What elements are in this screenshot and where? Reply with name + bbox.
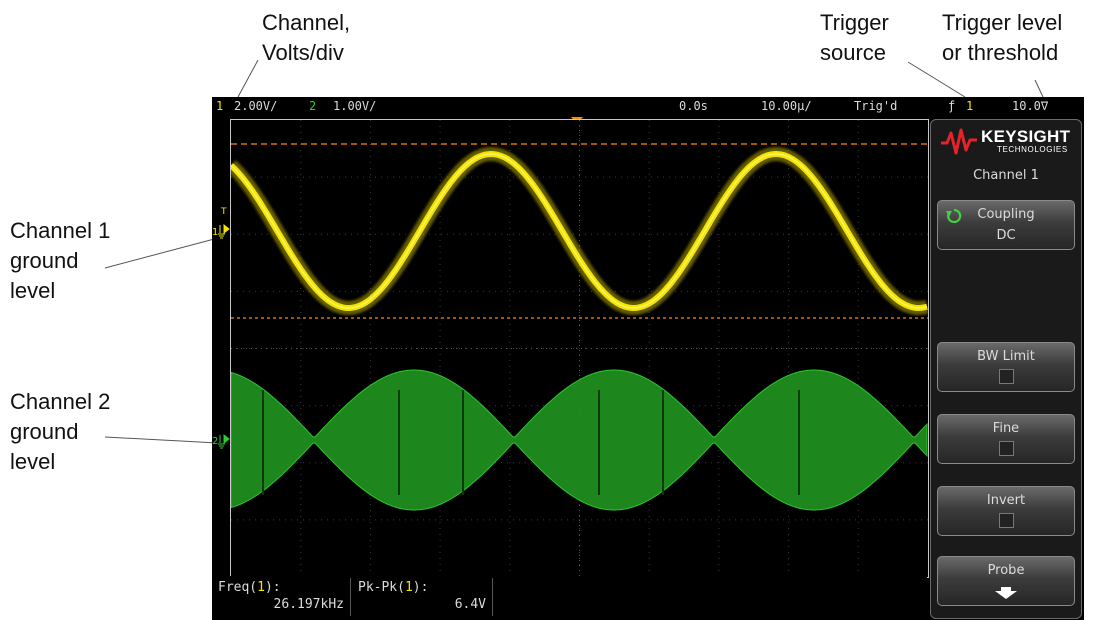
- time-delay[interactable]: 0.0s: [679, 99, 708, 113]
- fine-button[interactable]: Fine: [937, 414, 1075, 464]
- bw-limit-button[interactable]: BW Limit: [937, 342, 1075, 392]
- ch1-waveform-core: [231, 153, 928, 309]
- probe-button[interactable]: Probe: [937, 556, 1075, 606]
- coupling-value: DC: [996, 228, 1016, 243]
- callout-ch1-ground: Channel 1 ground level: [10, 218, 111, 303]
- ch1-scale[interactable]: 2.00V/: [234, 99, 278, 113]
- ch1-trigger-label: T: [220, 207, 227, 217]
- ch1-ground-label: 1: [212, 227, 218, 238]
- oscilloscope-screen: 1 2.00V/ 2 1.00V/ 0.0s 10.00µ/ Trig'd ƒ …: [212, 97, 1084, 620]
- coupling-label: Coupling: [977, 207, 1035, 222]
- ch1-number[interactable]: 1: [216, 99, 224, 113]
- time-base[interactable]: 10.00µ/: [761, 99, 812, 113]
- trigger-state: Trig'd: [854, 99, 898, 113]
- status-bar: 1 2.00V/ 2 1.00V/ 0.0s 10.00µ/ Trig'd ƒ …: [212, 97, 1084, 116]
- ch2-ground-icon: [218, 433, 230, 449]
- keysight-logo: KEYSIGHT TECHNOLOGIES: [939, 126, 1079, 160]
- probe-label: Probe: [987, 563, 1025, 578]
- graticule-svg: [231, 120, 928, 577]
- panel-title: Channel 1: [973, 168, 1039, 183]
- callout-trigger-source: Trigger source: [820, 10, 889, 65]
- ground-markers: T 1 2: [212, 207, 230, 449]
- bw-limit-checkbox: [999, 369, 1014, 384]
- softkey-panel: KEYSIGHT TECHNOLOGIES Channel 1 Coupling…: [930, 119, 1082, 619]
- fine-checkbox: [999, 441, 1014, 456]
- trigger-source[interactable]: 1: [966, 99, 974, 113]
- measurement-freq[interactable]: Freq(1): 26.197kHz: [212, 578, 351, 616]
- callout-trigger-level: Trigger level or threshold: [942, 10, 1063, 65]
- bw-limit-label: BW Limit: [977, 349, 1035, 364]
- ch2-ground-label: 2: [212, 436, 218, 447]
- ch2-spikes: [262, 390, 800, 495]
- trigger-slope-icon[interactable]: ƒ: [948, 99, 956, 113]
- pkpk-value: 6.4V: [454, 597, 486, 612]
- fine-label: Fine: [992, 421, 1020, 436]
- callout-channel-volts: Channel, Volts/div: [262, 10, 351, 65]
- invert-label: Invert: [986, 493, 1026, 508]
- callout-ch2-ground: Channel 2 ground level: [10, 389, 111, 474]
- waveform-graticule[interactable]: [230, 119, 929, 578]
- measurement-bar: Freq(1): 26.197kHz Pk-Pk(1): 6.4V: [212, 576, 927, 620]
- ch2-scale[interactable]: 1.00V/: [333, 99, 377, 113]
- ch2-number[interactable]: 2: [309, 99, 317, 113]
- ch2-waveform: [231, 369, 928, 511]
- cycle-arrow-icon: [946, 208, 962, 224]
- keysight-wave-logo-icon: [941, 128, 977, 155]
- invert-button[interactable]: Invert: [937, 486, 1075, 536]
- freq-value: 26.197kHz: [273, 597, 344, 612]
- down-arrow-icon: [995, 587, 1017, 599]
- trigger-level[interactable]: 10.0∇: [1012, 99, 1049, 113]
- coupling-button[interactable]: Coupling DC: [937, 200, 1075, 250]
- invert-checkbox: [999, 513, 1014, 528]
- measurement-pkpk[interactable]: Pk-Pk(1): 6.4V: [352, 578, 493, 616]
- ch1-ground-icon: [218, 223, 230, 239]
